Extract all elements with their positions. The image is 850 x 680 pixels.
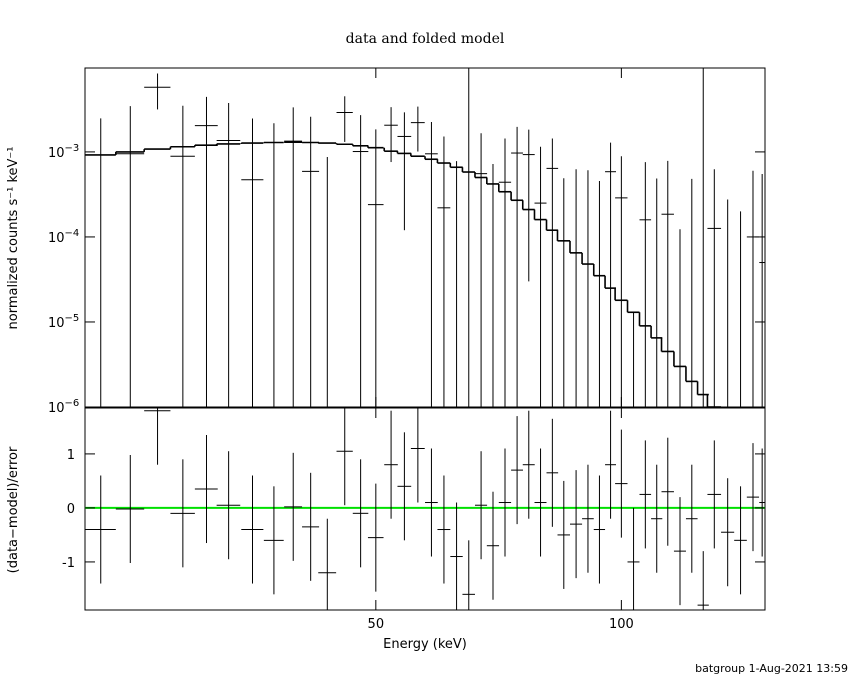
y-tick-base: 10 (48, 231, 65, 246)
y-tick-base: 10 (48, 401, 65, 416)
y-tick-label: 1 (67, 448, 75, 463)
y-tick-exponent: −5 (65, 313, 80, 324)
y-tick-exponent: −4 (65, 228, 80, 239)
x-tick-label: 100 (609, 617, 634, 632)
y-tick-base: 10 (48, 316, 65, 331)
y-tick-base: 10 (48, 146, 65, 161)
y-tick-label: 10−6 (48, 398, 79, 416)
bottom-panel (85, 408, 765, 610)
y-tick-label: 0 (67, 502, 75, 517)
y-tick-exponent: −3 (65, 143, 80, 154)
model-step-riser (115, 142, 722, 407)
x-axis-label: Energy (keV) (383, 637, 467, 652)
y-tick-label: 10−5 (48, 313, 79, 331)
y-tick-label: 10−3 (48, 143, 79, 161)
top-panel (85, 68, 765, 407)
y-axis-label: normalized counts s⁻¹ keV⁻¹ (6, 147, 21, 330)
plot-frame (84, 67, 766, 408)
y-tick-exponent: −6 (65, 398, 80, 409)
y-tick-label: 10−4 (48, 228, 79, 246)
x-tick-label: 50 (368, 617, 385, 632)
y-axis-label: (data−model)/error (6, 446, 21, 573)
footer: batgroup 1-Aug-2021 13:59 (695, 662, 848, 675)
plot-frame (84, 407, 766, 611)
y-tick-label: -1 (62, 556, 75, 571)
chart-title: data and folded model (346, 31, 505, 47)
